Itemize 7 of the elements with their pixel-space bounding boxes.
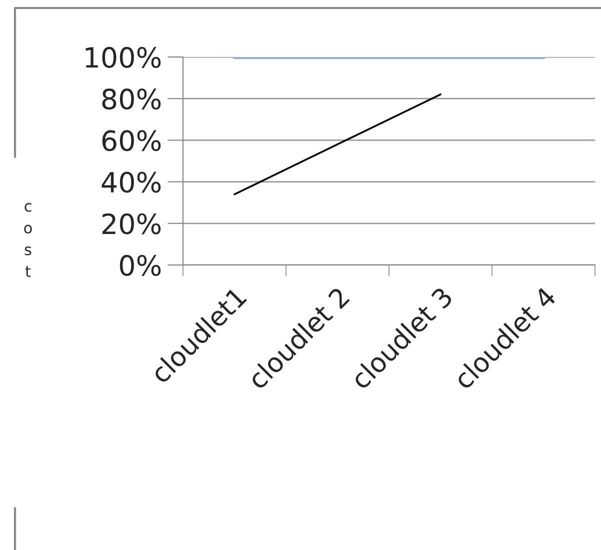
y-tick-label: 40% xyxy=(102,172,161,193)
y-tick-label: 20% xyxy=(102,213,161,234)
y-tick-label: 100% xyxy=(86,46,161,68)
y-tick-label: 60% xyxy=(102,130,161,152)
y-tick-label: 80% xyxy=(102,88,161,110)
y-tick-label: 0% xyxy=(120,254,161,276)
y-axis-title: cost xyxy=(24,203,32,277)
